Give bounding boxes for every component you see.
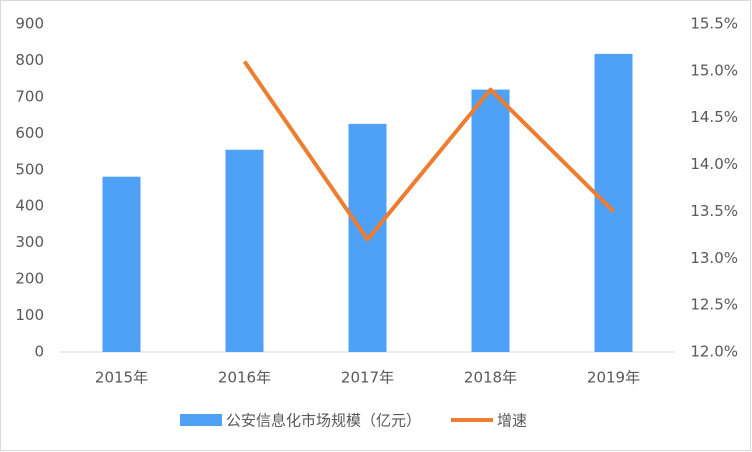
y-tick-label: 0: [34, 343, 44, 361]
line: [242, 60, 615, 242]
y-tick-label: 800: [15, 51, 44, 69]
y2-tick-label: 15.5%: [690, 15, 738, 33]
y-tick-label: 700: [15, 87, 44, 105]
legend-swatch: [180, 414, 222, 426]
y2-tick-label: 14.0%: [690, 155, 738, 173]
legend-label: 公安信息化市场规模（亿元）: [226, 412, 421, 430]
x-tick-label: 2018年: [464, 369, 517, 387]
y2-tick-label: 12.5%: [690, 296, 738, 314]
x-tick-label: 2015年: [95, 369, 148, 387]
y-tick-label: 500: [15, 160, 44, 178]
x-tick-label: 2017年: [341, 369, 394, 387]
x-tick-label: 2016年: [218, 369, 271, 387]
y2-tick-label: 14.5%: [690, 108, 738, 126]
legend-label: 增速: [497, 412, 527, 430]
y-tick-label: 400: [15, 197, 44, 215]
y2-tick-label: 13.5%: [690, 202, 738, 220]
y-tick-label: 600: [15, 124, 44, 142]
x-tick-label: 2019年: [587, 369, 640, 387]
y-tick-label: 300: [15, 233, 44, 251]
y-tick-label: 200: [15, 270, 44, 288]
bar: [225, 149, 264, 352]
y-tick-label: 100: [15, 306, 44, 324]
bar: [471, 89, 510, 352]
y2-tick-label: 12.0%: [690, 343, 738, 361]
y-tick-label: 900: [15, 15, 44, 33]
bar: [102, 176, 141, 352]
y2-tick-label: 13.0%: [690, 249, 738, 267]
bar: [594, 53, 633, 352]
y2-tick-label: 15.0%: [690, 61, 738, 79]
